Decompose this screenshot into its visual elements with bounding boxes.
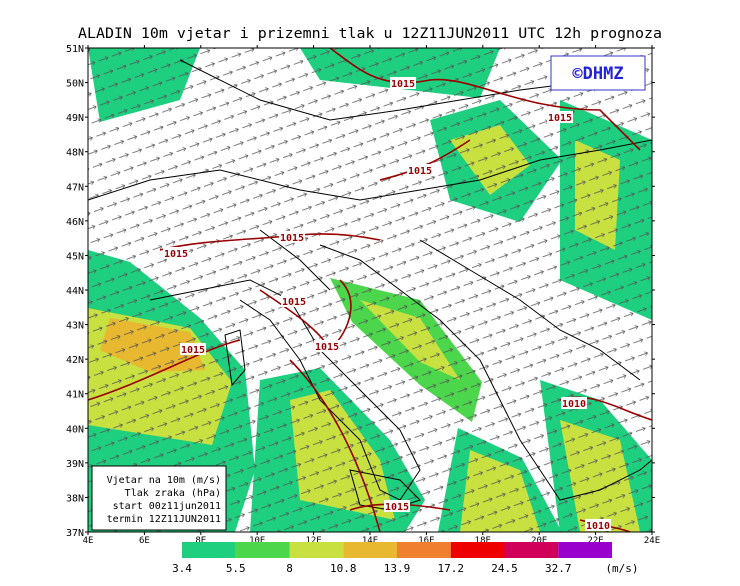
- isobar-label-bg: [281, 295, 307, 307]
- lat-label: 43N: [66, 321, 84, 332]
- isobar-label-bg: [561, 397, 587, 409]
- lat-label: 48N: [66, 148, 84, 159]
- lon-label: 6E: [139, 536, 150, 546]
- lat-label: 50N: [66, 79, 84, 90]
- lat-label: 49N: [66, 113, 84, 124]
- colorbar-swatch: [558, 542, 612, 558]
- isobar-label: 1015: [282, 297, 306, 308]
- isobar-label-bg: [180, 343, 206, 355]
- legend-line: termin 12Z11JUN2011: [107, 514, 221, 525]
- isobar-label-bg: [585, 519, 611, 531]
- colorbar-swatch: [397, 542, 451, 558]
- colorbar-level: 8: [286, 562, 293, 575]
- isobar-label: 1015: [280, 233, 304, 244]
- lat-label: 47N: [66, 182, 84, 193]
- colorbar-level: 3.4: [172, 562, 192, 575]
- lon-label: 10E: [249, 536, 265, 546]
- colorbar-swatch: [343, 542, 397, 558]
- isobar-label-bg: [547, 111, 573, 123]
- isobar-label: 1015: [315, 342, 339, 353]
- colorbar-swatch: [235, 542, 290, 558]
- lat-label: 45N: [66, 251, 84, 262]
- isobar-label-bg: [407, 164, 433, 176]
- colorbar-swatch: [289, 542, 344, 558]
- legend-line: Vjetar na 10m (m/s): [107, 475, 221, 486]
- lat-label: 38N: [66, 493, 84, 504]
- isobar-label: 1015: [391, 79, 415, 90]
- colorbar-swatch: [504, 542, 559, 558]
- lat-label: 41N: [66, 390, 84, 401]
- colorbar-swatch: [182, 542, 236, 558]
- lat-label: 37N: [66, 528, 84, 539]
- map-title: ALADIN 10m vjetar i prizemni tlak u 12Z1…: [78, 26, 662, 42]
- isobar-label: 1010: [586, 521, 610, 532]
- lon-label: 24E: [644, 536, 660, 546]
- legend-line: start 00z11jun2011: [113, 501, 221, 512]
- isobar-label: 1015: [408, 166, 432, 177]
- isobar-label: 1015: [181, 345, 205, 356]
- lat-label: 42N: [66, 355, 84, 366]
- lon-label: 16E: [418, 536, 434, 546]
- isobar-label: 1015: [385, 502, 409, 513]
- isobar-label: 1015: [548, 113, 572, 124]
- isobar-label: 1015: [164, 249, 188, 260]
- lat-label: 44N: [66, 286, 84, 297]
- lat-label: 40N: [66, 424, 84, 435]
- colorbar-level: 13.9: [384, 562, 411, 575]
- isobar-label-bg: [314, 340, 340, 352]
- colorbar-level: 32.7: [545, 562, 572, 575]
- lon-label: 20E: [531, 536, 547, 546]
- colorbar-swatch: [450, 542, 505, 558]
- isobar-label-bg: [390, 77, 416, 89]
- colorbar-level: 5.5: [226, 562, 246, 575]
- colorbar-level: 24.5: [491, 562, 518, 575]
- colorbar-level: 10.8: [330, 562, 357, 575]
- lon-label: 4E: [83, 536, 94, 546]
- legend-box: [91, 465, 227, 531]
- lon-label: 8E: [195, 536, 206, 546]
- lat-label: 51N: [66, 44, 84, 55]
- logo-box: [550, 55, 646, 91]
- coastlines-borders: [88, 59, 652, 511]
- colorbar-level: 17.2: [438, 562, 465, 575]
- isobar-label-bg: [163, 247, 189, 259]
- isobar-label: 1010: [562, 399, 586, 410]
- logo: ©DHMZ: [572, 64, 623, 84]
- isobar-label-bg: [384, 500, 410, 512]
- isobar-label-bg: [279, 231, 305, 243]
- map-area: 1015 1015 1015 1015 1015 1015 1015 1015 1015 1010…: [88, 48, 652, 532]
- lon-label: 14E: [362, 536, 378, 546]
- lon-label: 22E: [587, 536, 603, 546]
- colorbar-unit: (m/s): [605, 562, 638, 575]
- lon-label: 18E: [475, 536, 491, 546]
- lat-label: 39N: [66, 459, 84, 470]
- lon-label: 12E: [305, 536, 321, 546]
- legend-line: Tlak zraka (hPa): [125, 488, 221, 499]
- lat-label: 46N: [66, 217, 84, 228]
